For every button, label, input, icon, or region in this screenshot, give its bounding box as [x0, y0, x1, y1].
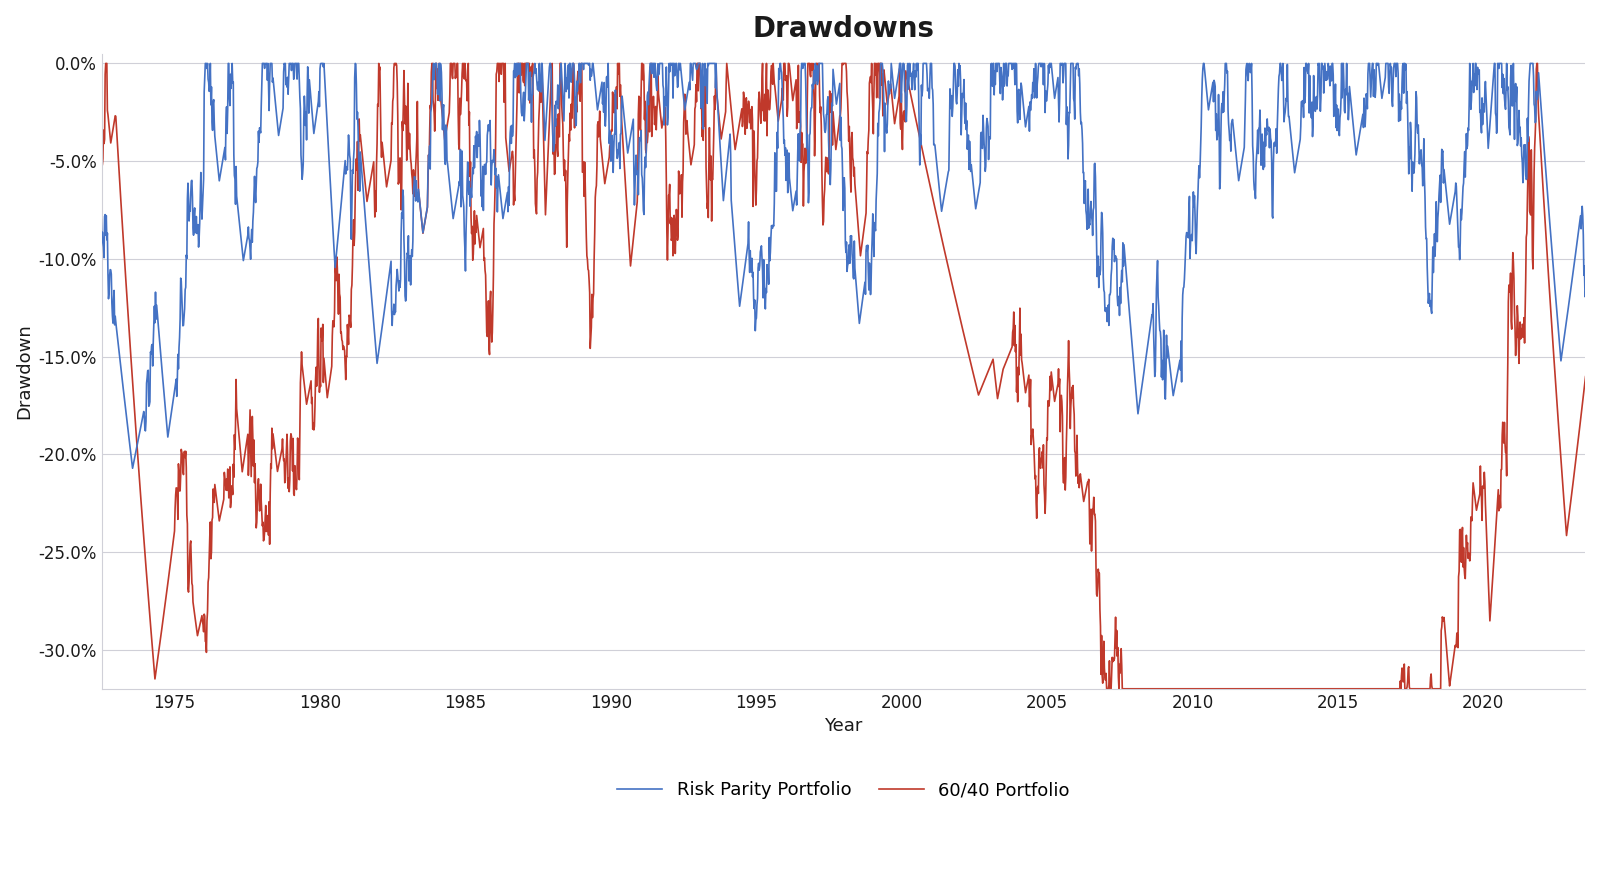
- Risk Parity Portfolio: [1590, 58, 1600, 69]
- 60/40 Portfolio: [854, 229, 874, 240]
- Risk Parity Portfolio: [1418, 233, 1437, 243]
- Risk Parity Portfolio: [1022, 77, 1042, 88]
- Title: Drawdowns: Drawdowns: [752, 15, 934, 43]
- 60/40 Portfolio: [1418, 684, 1437, 694]
- 60/40 Portfolio: [1370, 684, 1389, 694]
- Risk Parity Portfolio: [78, 58, 98, 69]
- Line: Risk Parity Portfolio: Risk Parity Portfolio: [88, 63, 1600, 468]
- 60/40 Portfolio: [357, 185, 376, 196]
- 60/40 Portfolio: [1022, 428, 1042, 439]
- Risk Parity Portfolio: [1358, 103, 1378, 114]
- 60/40 Portfolio: [78, 58, 98, 69]
- 60/40 Portfolio: [1590, 89, 1600, 99]
- 60/40 Portfolio: [1358, 684, 1378, 694]
- Line: 60/40 Portfolio: 60/40 Portfolio: [88, 63, 1600, 689]
- Risk Parity Portfolio: [123, 463, 142, 474]
- Risk Parity Portfolio: [357, 228, 376, 238]
- Y-axis label: Drawdown: Drawdown: [14, 323, 34, 419]
- 60/40 Portfolio: [1098, 684, 1117, 694]
- Legend: Risk Parity Portfolio, 60/40 Portfolio: Risk Parity Portfolio, 60/40 Portfolio: [610, 774, 1077, 806]
- Risk Parity Portfolio: [1370, 58, 1389, 69]
- Risk Parity Portfolio: [854, 285, 874, 295]
- X-axis label: Year: Year: [824, 717, 862, 735]
